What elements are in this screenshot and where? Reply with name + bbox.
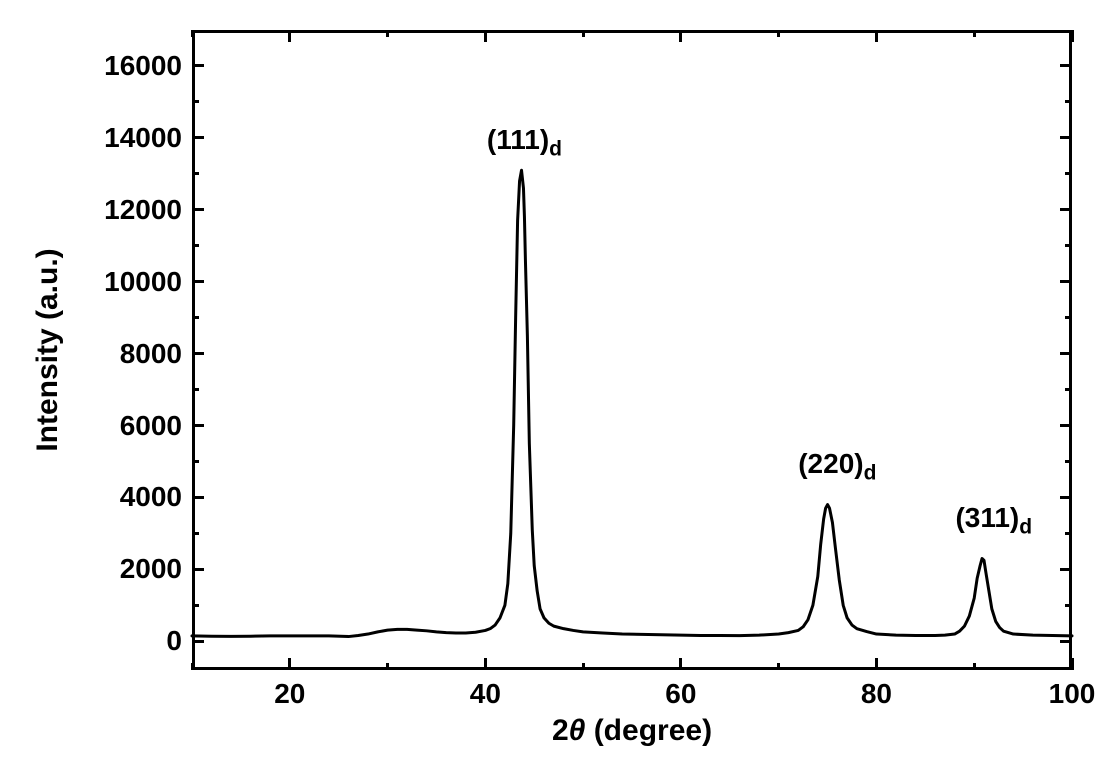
peak-label: (311)d <box>955 502 1032 540</box>
peak-label: (220)d <box>798 448 876 486</box>
xrd-chart: 2040608010002000400060008000100001200014… <box>0 0 1120 783</box>
xrd-line <box>0 0 1120 783</box>
peak-label: (111)d <box>487 124 562 162</box>
